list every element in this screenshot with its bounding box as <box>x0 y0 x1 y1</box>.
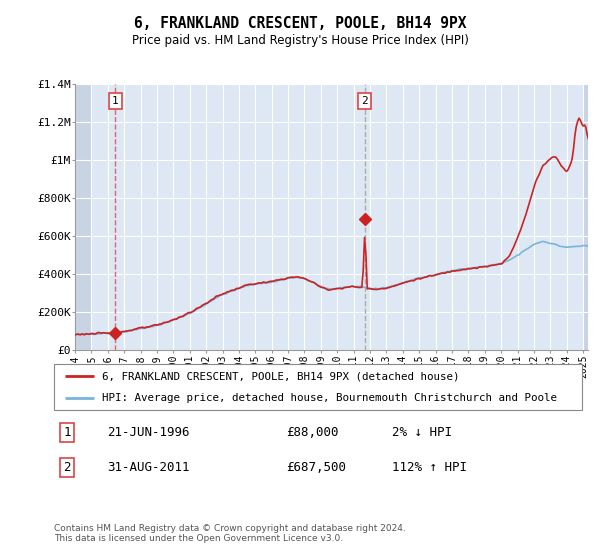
Text: 2: 2 <box>361 96 368 106</box>
Text: 1: 1 <box>112 96 119 106</box>
Bar <box>75 84 91 350</box>
Text: 21-JUN-1996: 21-JUN-1996 <box>107 426 190 439</box>
Text: 6, FRANKLAND CRESCENT, POOLE, BH14 9PX (detached house): 6, FRANKLAND CRESCENT, POOLE, BH14 9PX (… <box>101 371 459 381</box>
Text: £88,000: £88,000 <box>286 426 339 439</box>
Text: 2: 2 <box>64 461 71 474</box>
Text: 112% ↑ HPI: 112% ↑ HPI <box>392 461 467 474</box>
Text: HPI: Average price, detached house, Bournemouth Christchurch and Poole: HPI: Average price, detached house, Bour… <box>101 394 557 403</box>
Bar <box>583 84 588 350</box>
Text: 6, FRANKLAND CRESCENT, POOLE, BH14 9PX: 6, FRANKLAND CRESCENT, POOLE, BH14 9PX <box>134 16 466 31</box>
Text: 2% ↓ HPI: 2% ↓ HPI <box>392 426 452 439</box>
Text: Price paid vs. HM Land Registry's House Price Index (HPI): Price paid vs. HM Land Registry's House … <box>131 34 469 46</box>
Text: £687,500: £687,500 <box>286 461 346 474</box>
Text: 1: 1 <box>64 426 71 439</box>
FancyBboxPatch shape <box>54 364 582 410</box>
Text: Contains HM Land Registry data © Crown copyright and database right 2024.
This d: Contains HM Land Registry data © Crown c… <box>54 524 406 543</box>
Text: 31-AUG-2011: 31-AUG-2011 <box>107 461 190 474</box>
